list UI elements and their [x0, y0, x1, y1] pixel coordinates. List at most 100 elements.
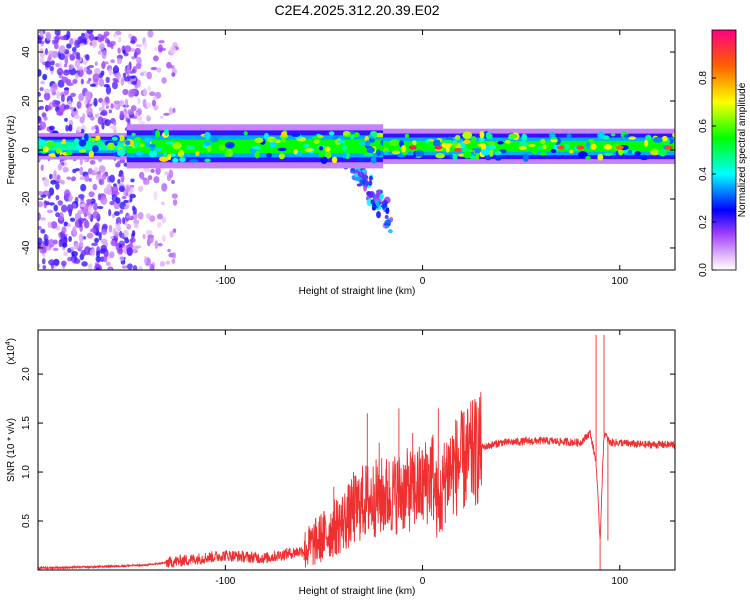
- band-blob: [337, 140, 346, 144]
- band-blob: [278, 153, 285, 160]
- scatter-mark: [98, 165, 106, 173]
- scatter-mark: [169, 46, 177, 54]
- band-blob: [597, 131, 605, 140]
- scatter-mark: [113, 104, 119, 109]
- scatter-mark: [111, 81, 118, 90]
- scatter-mark: [61, 76, 69, 83]
- band-blob: [634, 151, 641, 156]
- band-blob: [118, 134, 125, 142]
- streak-mark: [363, 184, 368, 192]
- scatter-mark: [111, 186, 119, 194]
- scatter-mark: [95, 126, 100, 135]
- scatter-mark: [119, 209, 124, 214]
- streak-mark: [381, 200, 388, 206]
- scatter-mark: [169, 230, 174, 238]
- scatter-mark: [109, 174, 116, 183]
- scatter-mark: [38, 69, 42, 77]
- band-peak: [454, 148, 463, 152]
- scatter-mark: [44, 48, 48, 55]
- scatter-mark: [38, 212, 41, 221]
- scatter-mark: [113, 126, 117, 136]
- scatter-mark: [47, 50, 55, 55]
- scatter-mark: [119, 110, 124, 119]
- scatter-mark: [113, 79, 120, 84]
- x-tick-label: -100: [215, 576, 235, 587]
- scatter-mark: [86, 66, 90, 70]
- scatter-mark: [68, 65, 74, 70]
- scatter-mark: [121, 232, 125, 239]
- band-blob: [97, 139, 102, 146]
- scatter-mark: [113, 33, 118, 38]
- scatter-mark: [108, 267, 113, 270]
- band-blob: [277, 147, 287, 152]
- spectrogram-y-ticks: -40 -20 0 20 40: [21, 46, 675, 255]
- scatter-mark: [105, 76, 110, 84]
- scatter-mark: [57, 178, 62, 183]
- band-blob: [55, 147, 61, 155]
- scatter-mark: [116, 57, 123, 65]
- scatter-mark: [38, 107, 42, 111]
- band-blob: [389, 139, 399, 147]
- band-blob: [497, 140, 504, 145]
- scatter-mark: [172, 252, 177, 259]
- band-blob: [116, 149, 126, 157]
- band-blob: [494, 155, 502, 161]
- scatter-mark: [84, 98, 88, 106]
- scatter-mark: [39, 30, 44, 37]
- scatter-mark: [60, 94, 65, 103]
- scatter-mark: [160, 201, 165, 206]
- band-blob: [209, 135, 219, 143]
- scatter-mark: [134, 221, 139, 229]
- spectrogram-marks: [38, 30, 675, 270]
- scatter-mark: [164, 171, 170, 176]
- scatter-mark: [125, 186, 131, 193]
- scatter-mark: [123, 199, 129, 204]
- scatter-mark: [130, 89, 138, 95]
- scatter-mark: [69, 106, 75, 111]
- scatter-mark: [86, 103, 93, 107]
- scatter-mark: [146, 102, 151, 109]
- streak-mark: [361, 169, 368, 173]
- scatter-mark: [165, 260, 171, 265]
- scatter-mark: [106, 183, 112, 191]
- band-blob: [177, 149, 185, 158]
- y-tick-label: 1.5: [21, 416, 32, 430]
- scatter-mark: [61, 204, 68, 213]
- scatter-mark: [139, 171, 145, 179]
- streak-mark: [376, 211, 381, 219]
- spectrogram-panel: -100 0 100 -40 -20 0 20 40 Height of straight …: [6, 29, 676, 297]
- scatter-mark: [109, 251, 115, 259]
- spectrogram-y-label: Frequency (Hz): [6, 116, 17, 185]
- spectrogram-x-label: Height of straight line (km): [299, 286, 416, 297]
- streak-mark: [371, 203, 377, 211]
- scatter-mark: [131, 205, 136, 211]
- scatter-mark: [171, 193, 178, 199]
- scatter-mark: [88, 191, 95, 198]
- scatter-mark: [80, 128, 85, 134]
- scatter-mark: [110, 59, 116, 64]
- scatter-mark: [52, 39, 56, 45]
- band-blob: [202, 140, 212, 146]
- scatter-mark: [137, 185, 144, 192]
- scatter-mark: [110, 43, 114, 50]
- scatter-mark: [121, 195, 127, 200]
- scatter-mark: [135, 245, 142, 249]
- scatter-mark: [78, 233, 84, 243]
- band-blob: [540, 138, 546, 144]
- band-blob: [627, 149, 633, 155]
- scatter-mark: [126, 263, 133, 270]
- scatter-mark: [101, 172, 107, 180]
- scatter-mark: [63, 104, 70, 110]
- scatter-mark: [76, 101, 82, 109]
- scatter-mark: [143, 168, 151, 172]
- band-peak: [556, 145, 565, 150]
- x-tick-label: -100: [215, 276, 235, 287]
- streak-mark: [368, 191, 376, 198]
- scatter-mark: [53, 204, 59, 212]
- scatter-mark: [147, 175, 153, 181]
- scatter-mark: [55, 194, 60, 201]
- svg-text:(x104): (x104): [5, 338, 17, 365]
- y-tick-label: 1.0: [21, 465, 32, 479]
- scatter-mark: [141, 177, 147, 181]
